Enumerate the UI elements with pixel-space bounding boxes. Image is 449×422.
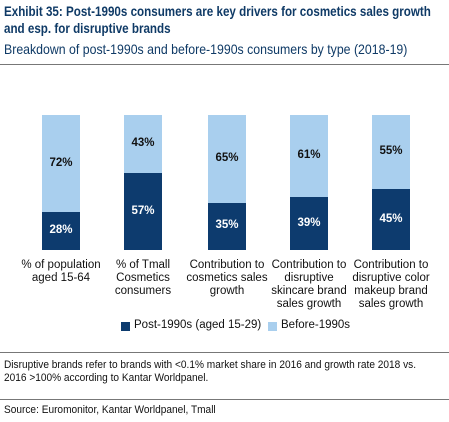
data-label: 55% <box>379 145 403 158</box>
bar-segment <box>290 115 328 198</box>
data-label: 45% <box>379 212 403 225</box>
data-label: 61% <box>297 149 321 162</box>
data-label: 43% <box>131 137 155 150</box>
separator <box>0 352 449 353</box>
legend-swatch <box>268 322 277 331</box>
legend-label: Post-1990s (aged 15-29) <box>134 319 262 331</box>
bar-segment <box>208 115 246 203</box>
data-label: 72% <box>49 156 73 169</box>
chart-subtitle: Breakdown of post-1990s and before-1990s… <box>4 41 408 57</box>
legend-label: Before-1990s <box>281 319 351 331</box>
data-label: 28% <box>49 224 73 237</box>
x-tick-label: Contribution to disruptive color makeup … <box>352 259 430 310</box>
bar-segment <box>42 212 80 250</box>
x-tick-label: Contribution to cosmetics sales growth <box>186 259 268 297</box>
chart-title: Exhibit 35: Post-1990s consumers are key… <box>4 3 431 36</box>
data-label: 65% <box>215 151 239 164</box>
bar-segment <box>372 115 410 190</box>
legend-swatch <box>121 322 130 331</box>
data-label: 39% <box>297 216 321 229</box>
data-label: 35% <box>215 219 239 232</box>
source: Source: Euromonitor, Kantar Worldpanel, … <box>4 404 216 416</box>
bar-segment <box>372 189 410 250</box>
x-tick-label: % of Tmall Cosmetics consumers <box>114 259 172 297</box>
bar-segment <box>42 115 80 213</box>
separator <box>0 399 449 400</box>
x-tick-label: Contribution to disruptive skincare bran… <box>271 259 347 310</box>
footnote: Disruptive brands refer to brands with <… <box>4 359 417 384</box>
bar-segment <box>124 173 162 250</box>
bar-segment <box>290 197 328 250</box>
separator <box>0 64 449 65</box>
data-label: 57% <box>131 204 155 217</box>
bar-segment <box>124 115 162 174</box>
x-tick-label: % of population aged 15-64 <box>21 259 101 284</box>
bar-segment <box>208 202 246 250</box>
